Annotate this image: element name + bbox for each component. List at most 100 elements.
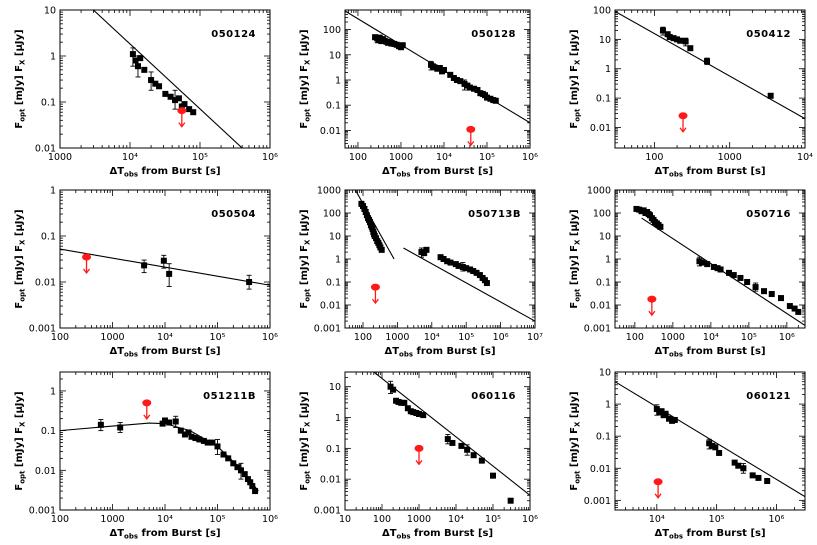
y-tick-label: 1 [335, 413, 341, 424]
data-point [444, 436, 451, 443]
x-axis-label-text: from Burst [s] [411, 528, 494, 539]
y-axis-label-x-subscript: X [19, 421, 27, 427]
y-axis-label-x-unit: [μJy] [299, 209, 310, 239]
data-point [659, 27, 666, 34]
x-axis-label-text: from Burst [s] [683, 346, 766, 357]
data-point [473, 269, 480, 276]
y-axis-label: Fopt [mJy] FX [μJy] [299, 29, 312, 128]
x-tick-label: 10⁴ [649, 514, 665, 525]
y-tick-label: 0.01 [35, 144, 56, 155]
data-point [166, 419, 173, 426]
data-point [662, 410, 669, 417]
data-point [423, 246, 430, 253]
fit-line [373, 372, 530, 496]
y-axis-label-opt-subscript: opt [19, 288, 27, 302]
data-point [390, 386, 397, 393]
data-point [471, 85, 478, 92]
panel-label: 050124 [211, 29, 256, 40]
data-point [791, 305, 798, 312]
y-axis-label-x-symbol: F [299, 65, 310, 72]
data-point [478, 457, 485, 464]
x-axis-label-subscript: obs [124, 351, 138, 359]
y-axis-label: Fopt [mJy] FX [μJy] [14, 209, 27, 308]
data-point [786, 303, 793, 310]
y-axis-label-opt-subscript: opt [574, 108, 582, 122]
x-axis-label: ΔTobs from Burst [s] [109, 346, 220, 359]
y-axis-label-opt-unit: [mJy] [569, 75, 580, 108]
data-point [716, 449, 723, 456]
y-tick-label: 0.01 [320, 301, 341, 312]
y-axis-label-x-unit: [μJy] [569, 29, 580, 59]
y-axis-label-opt-subscript: opt [304, 108, 312, 122]
data-point [137, 55, 144, 62]
data-point [141, 66, 148, 73]
x-tick-label: 1000 [389, 152, 413, 163]
x-tick-label: 10⁴ [157, 332, 173, 343]
panel-label: 051211B [203, 391, 256, 402]
fit-line [60, 248, 270, 286]
y-axis-label-x-symbol: F [569, 427, 580, 434]
y-tick-label: 100 [323, 209, 341, 220]
x-tick-label: 1000 [48, 152, 72, 163]
y-axis-label-opt-unit: [mJy] [569, 255, 580, 288]
y-axis-label-opt-subscript: opt [304, 288, 312, 302]
data-point [712, 444, 719, 451]
data-point [449, 439, 456, 446]
x-tick-label: 10⁵ [741, 332, 757, 343]
data-point [507, 497, 514, 504]
data-point [156, 83, 163, 90]
data-point [237, 467, 244, 474]
y-axis-label-opt-subscript: opt [574, 288, 582, 302]
x-axis-label: ΔTobs from Burst [s] [109, 166, 220, 179]
y-tick-label: 0.1 [326, 101, 341, 112]
x-axis-label-symbol: ΔT [109, 346, 124, 357]
y-axis-label-opt-symbol: F [14, 122, 25, 129]
y-axis-label-x-subscript: X [574, 421, 582, 427]
y-tick-label: 0.01 [590, 464, 611, 475]
x-tick-label: 10⁴ [424, 332, 440, 343]
data-point [166, 270, 173, 277]
x-tick-label: 100 [354, 332, 372, 343]
data-point [735, 462, 742, 469]
y-axis-label-x-unit: [μJy] [299, 29, 310, 59]
data-point [129, 51, 136, 58]
data-point [744, 279, 751, 285]
y-axis-label-opt-symbol: F [569, 484, 580, 491]
x-tick-label: 10⁴ [448, 514, 464, 525]
data-point [467, 266, 474, 273]
plot-area [373, 372, 530, 504]
x-tick-label: 10⁶ [493, 332, 509, 343]
data-point [704, 261, 711, 268]
data-point [172, 418, 179, 425]
y-axis-label: Fopt [mJy] FX [μJy] [299, 391, 312, 490]
axis-ticks [614, 189, 806, 329]
y-tick-label: 1 [335, 255, 341, 266]
x-tick-label: 1000 [100, 514, 124, 525]
y-tick-label: 1 [605, 400, 611, 411]
plot-area [354, 190, 535, 322]
data-point [378, 246, 385, 253]
x-axis-label: ΔTobs from Burst [s] [654, 346, 765, 359]
data-point [483, 94, 490, 101]
y-axis-label-x-subscript: X [304, 59, 312, 65]
data-point [247, 479, 254, 486]
x-axis-label: ΔTobs from Burst [s] [382, 528, 493, 541]
y-tick-label: 1000 [317, 186, 341, 197]
data-point [677, 37, 684, 44]
y-tick-label: 10 [329, 382, 341, 393]
x-axis-label-symbol: ΔT [384, 346, 399, 357]
x-axis-label-text: from Burst [s] [683, 528, 766, 539]
data-point [214, 443, 221, 450]
data-point [200, 437, 207, 444]
x-tick-label: 10⁴ [797, 152, 813, 163]
data-point [172, 97, 179, 104]
x-axis-label-text: from Burst [s] [138, 528, 221, 539]
y-tick-label: 0.1 [41, 232, 56, 243]
optical-upper-limit [82, 253, 92, 275]
x-axis-label-subscript: obs [397, 171, 411, 179]
data-point [455, 262, 462, 269]
x-tick-label: 1000 [385, 332, 409, 343]
y-tick-label: 0.1 [596, 94, 611, 105]
x-tick-label: 10⁶ [522, 514, 538, 525]
axis-ticks [344, 371, 531, 511]
